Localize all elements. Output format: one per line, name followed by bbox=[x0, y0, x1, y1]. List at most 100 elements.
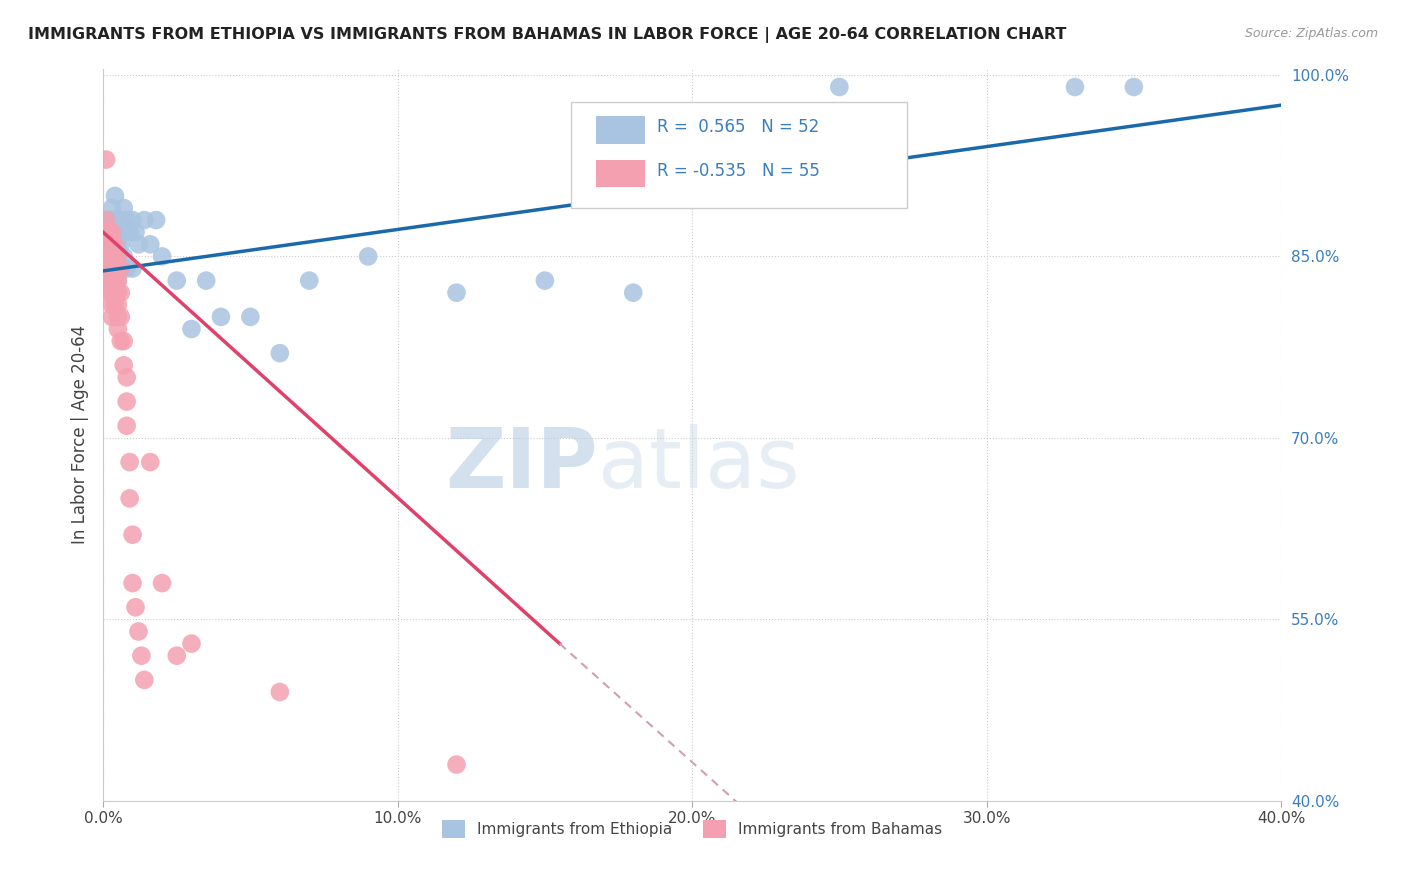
Point bbox=[134, 213, 156, 227]
Point bbox=[107, 237, 129, 252]
Point bbox=[127, 237, 149, 252]
Point bbox=[101, 298, 124, 312]
Point bbox=[621, 285, 644, 300]
Point bbox=[180, 637, 202, 651]
Point bbox=[104, 261, 127, 276]
Point bbox=[101, 225, 124, 239]
Point bbox=[101, 237, 124, 252]
Point bbox=[115, 370, 138, 384]
Point bbox=[145, 213, 167, 227]
Point bbox=[104, 274, 127, 288]
Point bbox=[1122, 80, 1144, 95]
Point bbox=[124, 225, 146, 239]
Text: R = -0.535   N = 55: R = -0.535 N = 55 bbox=[657, 162, 820, 180]
Point bbox=[98, 274, 121, 288]
Point bbox=[98, 213, 121, 227]
Point bbox=[107, 310, 129, 324]
Point bbox=[121, 527, 143, 541]
Point bbox=[104, 285, 127, 300]
Point bbox=[112, 201, 135, 215]
Point bbox=[107, 249, 129, 263]
Point bbox=[98, 249, 121, 263]
Point bbox=[98, 274, 121, 288]
Point bbox=[180, 322, 202, 336]
Point bbox=[112, 359, 135, 373]
Text: atlas: atlas bbox=[598, 424, 800, 505]
Point bbox=[131, 648, 153, 663]
Point bbox=[112, 334, 135, 348]
Point bbox=[124, 600, 146, 615]
Point bbox=[104, 237, 127, 252]
Point bbox=[107, 261, 129, 276]
Point bbox=[98, 225, 121, 239]
Point bbox=[107, 285, 129, 300]
Point bbox=[104, 249, 127, 263]
Point bbox=[118, 491, 141, 506]
Point bbox=[94, 225, 117, 239]
Point bbox=[534, 274, 557, 288]
Point bbox=[139, 455, 162, 469]
Point bbox=[1064, 80, 1087, 95]
Point bbox=[118, 225, 141, 239]
Point bbox=[94, 237, 117, 252]
Point bbox=[209, 310, 232, 324]
Point bbox=[110, 310, 132, 324]
Point bbox=[150, 576, 173, 591]
Point bbox=[121, 576, 143, 591]
Point bbox=[107, 225, 129, 239]
Point bbox=[101, 285, 124, 300]
Point bbox=[110, 225, 132, 239]
Point bbox=[107, 213, 129, 227]
Point bbox=[94, 153, 117, 167]
Point bbox=[446, 285, 468, 300]
Point bbox=[112, 225, 135, 239]
Point bbox=[98, 225, 121, 239]
Point bbox=[121, 213, 143, 227]
Point bbox=[166, 648, 188, 663]
Point bbox=[101, 213, 124, 227]
FancyBboxPatch shape bbox=[596, 117, 645, 144]
Point bbox=[104, 298, 127, 312]
Point bbox=[101, 261, 124, 276]
Point bbox=[118, 455, 141, 469]
Text: ZIP: ZIP bbox=[446, 424, 598, 505]
Text: R =  0.565   N = 52: R = 0.565 N = 52 bbox=[657, 119, 820, 136]
Point bbox=[94, 261, 117, 276]
Point bbox=[166, 274, 188, 288]
Point bbox=[269, 346, 291, 360]
Point bbox=[98, 237, 121, 252]
Point bbox=[115, 213, 138, 227]
Point bbox=[110, 213, 132, 227]
Point bbox=[98, 285, 121, 300]
Point bbox=[115, 394, 138, 409]
Point bbox=[110, 261, 132, 276]
Point bbox=[110, 334, 132, 348]
Point bbox=[101, 274, 124, 288]
Point bbox=[107, 274, 129, 288]
Point bbox=[98, 249, 121, 263]
FancyBboxPatch shape bbox=[596, 161, 645, 187]
Point bbox=[121, 261, 143, 276]
Point bbox=[107, 298, 129, 312]
Point bbox=[104, 237, 127, 252]
Point bbox=[298, 274, 321, 288]
Point bbox=[110, 285, 132, 300]
Point bbox=[127, 624, 149, 639]
Point bbox=[101, 225, 124, 239]
Point bbox=[269, 685, 291, 699]
Point bbox=[446, 757, 468, 772]
Point bbox=[112, 249, 135, 263]
Point bbox=[150, 249, 173, 263]
Point bbox=[98, 225, 121, 239]
FancyBboxPatch shape bbox=[571, 102, 907, 208]
Point bbox=[110, 261, 132, 276]
Point bbox=[107, 322, 129, 336]
Point bbox=[101, 237, 124, 252]
Point bbox=[94, 249, 117, 263]
Point bbox=[101, 261, 124, 276]
Point bbox=[239, 310, 262, 324]
Point bbox=[110, 237, 132, 252]
Point bbox=[104, 225, 127, 239]
Point bbox=[101, 310, 124, 324]
Point bbox=[94, 213, 117, 227]
